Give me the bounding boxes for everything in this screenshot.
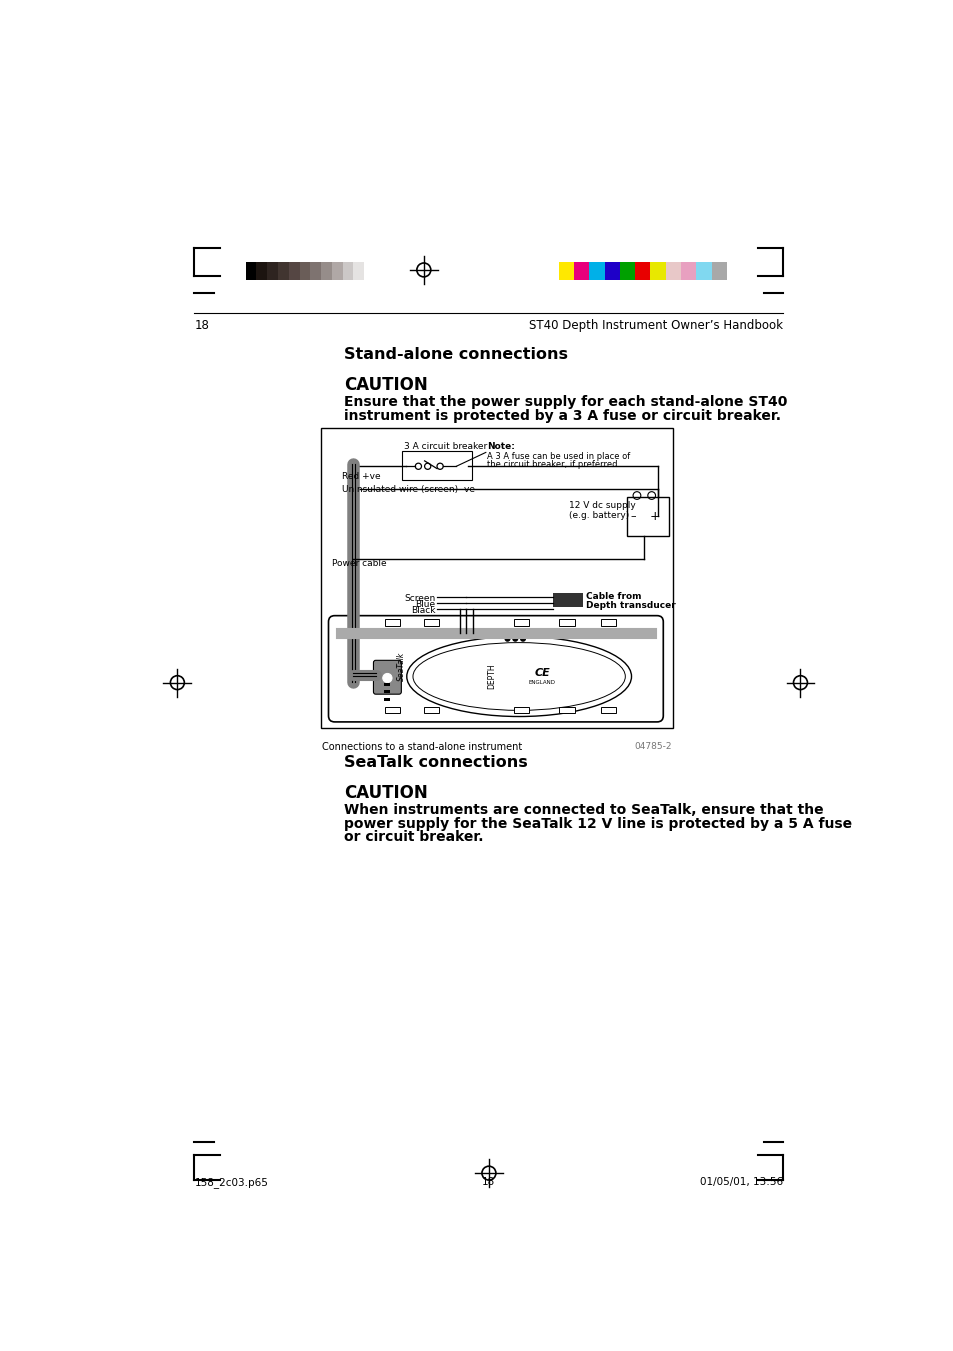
Text: Screen: Screen: [404, 594, 435, 603]
Bar: [665, 262, 680, 280]
Text: ST40 Depth Instrument Owner’s Handbook: ST40 Depth Instrument Owner’s Handbook: [529, 319, 782, 332]
Bar: [320, 428, 673, 728]
Circle shape: [513, 636, 517, 642]
Text: (e.g. battery): (e.g. battery): [568, 511, 628, 520]
Text: Note:: Note:: [487, 442, 515, 451]
Bar: [558, 620, 574, 627]
Bar: [256, 262, 267, 280]
Text: SeaTalk connections: SeaTalk connections: [344, 755, 527, 770]
Text: Cable from: Cable from: [585, 592, 640, 601]
Bar: [514, 620, 529, 627]
Bar: [680, 262, 696, 280]
Bar: [267, 262, 277, 280]
Text: Blue: Blue: [415, 600, 435, 609]
Ellipse shape: [413, 643, 624, 711]
Bar: [600, 620, 616, 627]
Bar: [364, 262, 375, 280]
Bar: [423, 707, 438, 713]
Text: DEPTH: DEPTH: [487, 663, 496, 689]
Bar: [635, 262, 650, 280]
Ellipse shape: [406, 636, 631, 716]
Circle shape: [382, 673, 392, 682]
Text: Black: Black: [411, 607, 435, 616]
Text: or circuit breaker.: or circuit breaker.: [344, 831, 483, 844]
Bar: [289, 262, 299, 280]
Circle shape: [340, 700, 350, 709]
Text: 3 A circuit breaker: 3 A circuit breaker: [403, 442, 486, 451]
Bar: [384, 682, 390, 686]
Circle shape: [505, 636, 509, 642]
Text: CAUTION: CAUTION: [344, 785, 427, 802]
Text: 04785-2: 04785-2: [634, 742, 671, 751]
Bar: [384, 690, 390, 693]
Text: Connections to a stand-alone instrument: Connections to a stand-alone instrument: [322, 742, 522, 753]
Bar: [558, 707, 574, 713]
Bar: [696, 262, 711, 280]
Text: 01/05/01, 13:56: 01/05/01, 13:56: [700, 1177, 782, 1188]
Text: 18: 18: [194, 319, 209, 332]
Bar: [342, 262, 353, 280]
Bar: [385, 707, 400, 713]
Text: 158_2c03.p65: 158_2c03.p65: [194, 1177, 268, 1188]
Text: SeaTalk: SeaTalk: [396, 651, 405, 681]
Text: Depth transducer: Depth transducer: [585, 601, 675, 611]
Bar: [310, 262, 321, 280]
Bar: [402, 451, 472, 480]
Text: Uninsulated wire (screen) -ve: Uninsulated wire (screen) -ve: [342, 485, 475, 493]
Text: 18: 18: [482, 1177, 495, 1188]
Text: 12 V dc supply: 12 V dc supply: [568, 501, 635, 509]
Bar: [558, 262, 574, 280]
Bar: [385, 620, 400, 627]
Text: +: +: [649, 509, 660, 523]
Text: Red +ve: Red +ve: [342, 471, 380, 481]
Text: Power cable: Power cable: [332, 559, 387, 567]
Bar: [604, 262, 619, 280]
FancyBboxPatch shape: [328, 616, 662, 721]
Circle shape: [641, 700, 650, 709]
Bar: [574, 262, 589, 280]
Bar: [299, 262, 310, 280]
Bar: [553, 593, 582, 607]
Bar: [711, 262, 726, 280]
Circle shape: [641, 628, 650, 638]
Text: ENGLAND: ENGLAND: [528, 680, 556, 685]
Text: When instruments are connected to SeaTalk, ensure that the: When instruments are connected to SeaTal…: [344, 802, 822, 817]
Text: instrument is protected by a 3 A fuse or circuit breaker.: instrument is protected by a 3 A fuse or…: [344, 408, 781, 423]
Bar: [277, 262, 289, 280]
Bar: [600, 707, 616, 713]
Text: CE: CE: [534, 667, 550, 678]
Text: –: –: [629, 511, 635, 521]
Bar: [245, 262, 256, 280]
Bar: [423, 620, 438, 627]
Circle shape: [520, 636, 525, 642]
Text: Ensure that the power supply for each stand-alone ST40: Ensure that the power supply for each st…: [344, 394, 786, 408]
Text: power supply for the SeaTalk 12 V line is protected by a 5 A fuse: power supply for the SeaTalk 12 V line i…: [344, 816, 851, 831]
Text: the circuit breaker, if preferred.: the circuit breaker, if preferred.: [487, 461, 619, 469]
Circle shape: [340, 628, 350, 638]
Text: CAUTION: CAUTION: [344, 376, 427, 394]
Text: A 3 A fuse can be used in place of: A 3 A fuse can be used in place of: [487, 451, 630, 461]
Bar: [321, 262, 332, 280]
Bar: [332, 262, 342, 280]
Bar: [514, 707, 529, 713]
Bar: [353, 262, 364, 280]
Bar: [384, 698, 390, 701]
Bar: [650, 262, 665, 280]
FancyBboxPatch shape: [373, 661, 401, 694]
Bar: [626, 497, 669, 535]
Text: Stand-alone connections: Stand-alone connections: [344, 347, 567, 362]
Bar: [589, 262, 604, 280]
Bar: [619, 262, 635, 280]
